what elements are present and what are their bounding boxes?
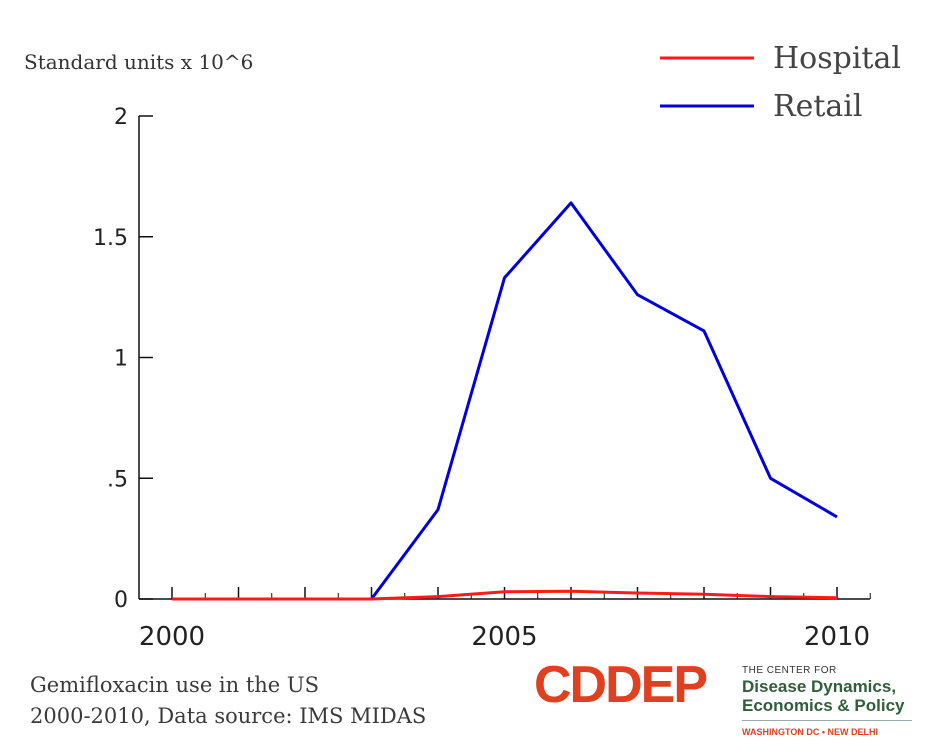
y-axis-title: Standard units x 10^6 xyxy=(24,50,253,74)
y-tick-label: 0 xyxy=(114,588,128,613)
y-ticks: 0 .5 1 1.5 2 xyxy=(93,105,153,613)
caption-line-2: 2000-2010, Data source: IMS MIDAS xyxy=(30,704,427,728)
legend: Hospital Retail xyxy=(660,41,901,124)
series-lines xyxy=(172,201,838,601)
logo-line-1: THE CENTER FOR xyxy=(742,665,837,676)
cddep-logo: CDDEP THE CENTER FOR Disease Dynamics, E… xyxy=(534,656,914,742)
caption-line-1: Gemifloxacin use in the US xyxy=(30,673,319,697)
legend-label-hospital: Hospital xyxy=(773,41,901,76)
y-tick-label: .5 xyxy=(107,467,128,492)
series-line-retail xyxy=(172,201,838,601)
series-line-hospital xyxy=(172,589,838,601)
logo-wordmark: CDDEP xyxy=(534,656,708,714)
logo-divider xyxy=(742,720,912,721)
x-tick-label: 2005 xyxy=(471,622,537,652)
x-tick-label: 2010 xyxy=(804,622,870,652)
y-tick-label: 1.5 xyxy=(93,226,128,251)
logo-line-3: Economics & Policy xyxy=(742,696,905,715)
logo-line-2: Disease Dynamics, xyxy=(742,677,897,696)
legend-label-retail: Retail xyxy=(773,89,862,124)
x-tick-label: 2000 xyxy=(139,622,205,652)
y-tick-label: 2 xyxy=(114,105,128,130)
logo-line-4: WASHINGTON DC • NEW DELHI xyxy=(742,727,878,737)
y-tick-label: 1 xyxy=(114,347,128,372)
x-ticks: 2000 2005 2010 xyxy=(139,587,871,652)
